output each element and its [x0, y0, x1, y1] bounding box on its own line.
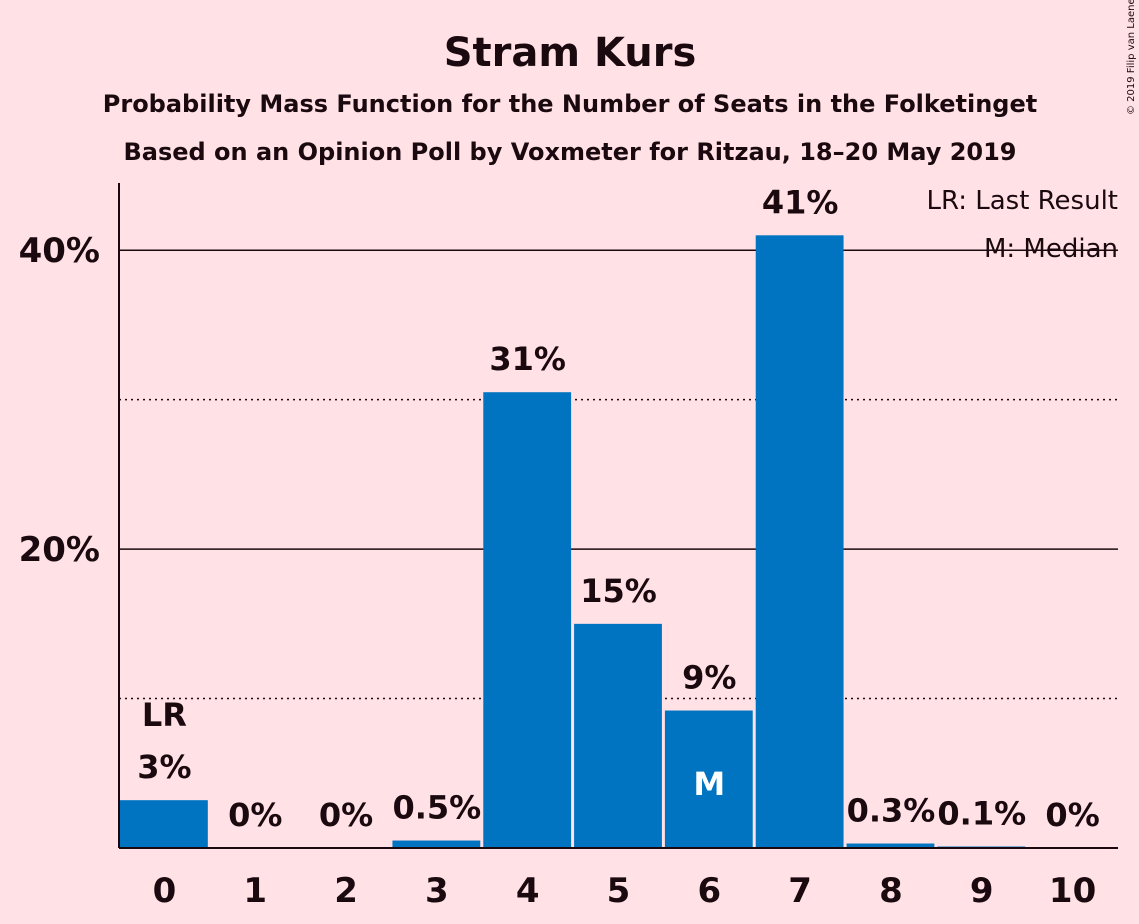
x-tick-label-8: 8 [879, 871, 903, 911]
x-tick-group: 0 1 2 3 4 5 6 7 8 9 10 [153, 871, 1097, 911]
data-label-6: 9% [682, 659, 736, 697]
x-tick-label-9: 9 [970, 871, 994, 911]
data-label-9: 0.1% [937, 795, 1026, 833]
bar-5 [574, 623, 662, 848]
data-label-1: 0% [228, 796, 282, 834]
x-tick-label-0: 0 [153, 871, 177, 911]
x-tick-label-5: 5 [607, 871, 631, 911]
data-label-0: 3% [137, 748, 191, 786]
y-tick-group: 20% 40% [19, 231, 100, 570]
legend: LR: Last Result M: Median [926, 186, 1118, 264]
data-label-3: 0.5% [392, 789, 481, 827]
legend-entry-last-result: LR: Last Result [926, 186, 1118, 216]
median-marker: M [693, 765, 725, 803]
chart-subtitle-1: Probability Mass Function for the Number… [103, 90, 1037, 118]
bar-4 [483, 392, 572, 848]
bar-8 [846, 843, 935, 848]
data-label-4: 31% [489, 340, 566, 378]
data-label-7: 41% [762, 183, 839, 221]
y-tick-label-0: 20% [19, 530, 100, 570]
last-result-marker: LR [142, 696, 187, 734]
data-label-group: 3% 0% 0% 0.5% 31% 15% 9% 41% 0.3% 0.1% 0% LR M [137, 183, 1100, 834]
data-label-2: 0% [319, 796, 373, 834]
y-tick-label-1: 40% [19, 231, 100, 271]
chart-subtitle-2: Based on an Opinion Poll by Voxmeter for… [123, 138, 1016, 166]
x-tick-label-2: 2 [334, 871, 358, 911]
axes [118, 183, 1118, 849]
bar-7 [755, 235, 844, 849]
copyright-note: © 2019 Filip van Laenen [1126, 0, 1137, 115]
x-tick-label-7: 7 [788, 871, 812, 911]
chart-title: Stram Kurs [444, 30, 697, 76]
data-label-10: 0% [1045, 796, 1099, 834]
x-tick-label-6: 6 [697, 871, 721, 911]
legend-entry-median: M: Median [984, 234, 1118, 264]
bar-6 [664, 710, 753, 848]
data-label-5: 15% [580, 572, 657, 610]
x-tick-label-1: 1 [243, 871, 267, 911]
bar-3 [392, 840, 481, 848]
data-label-8: 0.3% [847, 792, 936, 830]
x-tick-label-4: 4 [516, 871, 540, 911]
x-tick-label-10: 10 [1049, 871, 1096, 911]
bar-group [120, 235, 1026, 849]
x-tick-label-3: 3 [425, 871, 449, 911]
bar-0 [120, 800, 208, 848]
